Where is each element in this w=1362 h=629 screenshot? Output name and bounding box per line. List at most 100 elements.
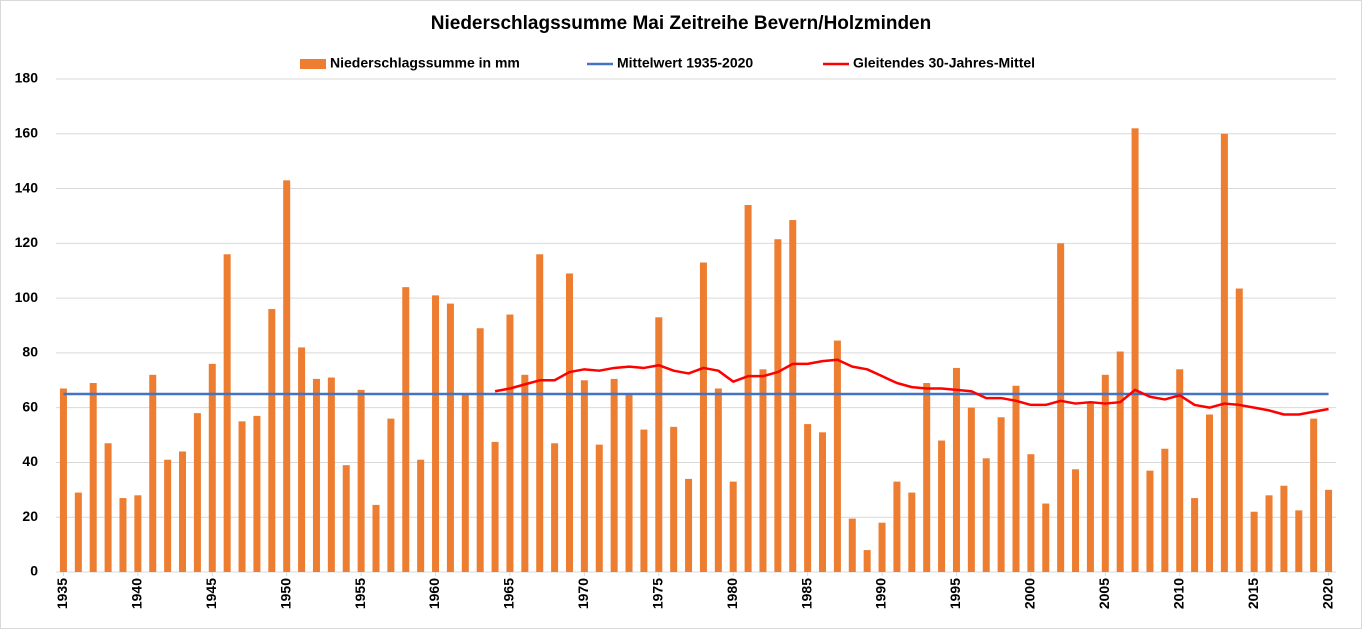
bar [402, 287, 410, 572]
bar [372, 504, 380, 572]
bar [1101, 374, 1109, 572]
x-tick-label: 1960 [426, 578, 442, 609]
bar [551, 443, 559, 572]
bar [1310, 418, 1318, 572]
bar [59, 388, 67, 572]
bar [1205, 414, 1213, 572]
bar [580, 380, 588, 572]
bar [685, 478, 693, 572]
bar [1116, 351, 1124, 572]
bar [863, 550, 871, 572]
bar [298, 347, 306, 572]
y-tick-label: 60 [22, 398, 38, 414]
bar [491, 441, 499, 572]
legend-label: Mittelwert 1935-2020 [617, 55, 753, 71]
bar [1295, 510, 1303, 572]
x-tick-label: 1945 [203, 578, 219, 609]
bar [789, 220, 797, 572]
x-tick-label: 1935 [54, 578, 70, 609]
bar [1072, 469, 1080, 572]
bar [1280, 485, 1288, 572]
x-tick-label: 1965 [501, 578, 517, 609]
bar [1220, 133, 1228, 572]
bar [640, 429, 648, 572]
bar [774, 239, 782, 572]
bar [327, 377, 335, 572]
bar [104, 443, 112, 572]
chart-title: Niederschlagssumme Mai Zeitreihe Bevern/… [431, 13, 932, 34]
bar [699, 262, 707, 572]
bar [878, 522, 886, 572]
bar [238, 421, 246, 572]
bar [819, 432, 827, 572]
bar [312, 378, 320, 572]
x-tick-label: 1975 [649, 578, 665, 609]
bar [461, 393, 469, 572]
bar [952, 367, 960, 572]
bar [595, 444, 603, 572]
line-series [494, 358, 1329, 416]
bar [342, 465, 350, 572]
bar [476, 328, 484, 572]
x-tick-label: 1955 [352, 578, 368, 609]
bar [1027, 454, 1035, 572]
legend-label: Niederschlagssumme in mm [330, 55, 520, 71]
bar [833, 340, 841, 572]
y-tick-label: 160 [15, 124, 39, 140]
bar [893, 481, 901, 572]
bar [134, 495, 142, 572]
bar [164, 459, 172, 572]
bar [149, 374, 157, 572]
bar [1057, 243, 1065, 573]
bar [997, 417, 1005, 572]
bar [938, 440, 946, 572]
x-tick-label: 2015 [1245, 578, 1261, 609]
bar [357, 389, 365, 572]
bar [744, 204, 752, 572]
bar [1325, 489, 1333, 572]
y-tick-label: 40 [22, 453, 38, 469]
legend-label: Gleitendes 30-Jahres-Mittel [853, 55, 1035, 71]
bar [417, 459, 425, 572]
x-tick-label: 1940 [129, 578, 145, 609]
bar [1235, 288, 1243, 572]
bar [432, 295, 440, 572]
bar [804, 424, 812, 572]
bar [283, 180, 291, 573]
bar [714, 388, 722, 572]
bar [610, 378, 618, 572]
bar [208, 363, 216, 572]
x-tick-label: 1970 [575, 578, 591, 609]
bar [655, 317, 663, 572]
x-tick-label: 2000 [1022, 578, 1038, 609]
bar [179, 451, 187, 572]
bar [446, 303, 454, 572]
x-tick-label: 2005 [1096, 578, 1112, 609]
bar [521, 374, 529, 572]
bar [1176, 369, 1184, 572]
bar [1191, 498, 1199, 572]
bar [848, 518, 856, 572]
x-tick-label: 2020 [1319, 578, 1335, 609]
bar [670, 426, 678, 572]
bar [908, 492, 916, 572]
bar [268, 309, 276, 572]
legend-swatch [300, 59, 326, 69]
x-tick-label: 2010 [1170, 578, 1186, 609]
bar [1161, 448, 1169, 572]
bar [506, 314, 514, 572]
y-tick-label: 140 [15, 179, 39, 195]
bar [74, 492, 82, 572]
bar [625, 393, 633, 572]
bar [89, 383, 97, 572]
x-tick-label: 1980 [724, 578, 740, 609]
x-tick-label: 1985 [798, 578, 814, 609]
bar [1250, 511, 1258, 572]
bar [729, 481, 737, 572]
bar [1012, 385, 1020, 572]
bar [982, 458, 990, 572]
bar [923, 383, 931, 572]
bar [1131, 128, 1139, 573]
